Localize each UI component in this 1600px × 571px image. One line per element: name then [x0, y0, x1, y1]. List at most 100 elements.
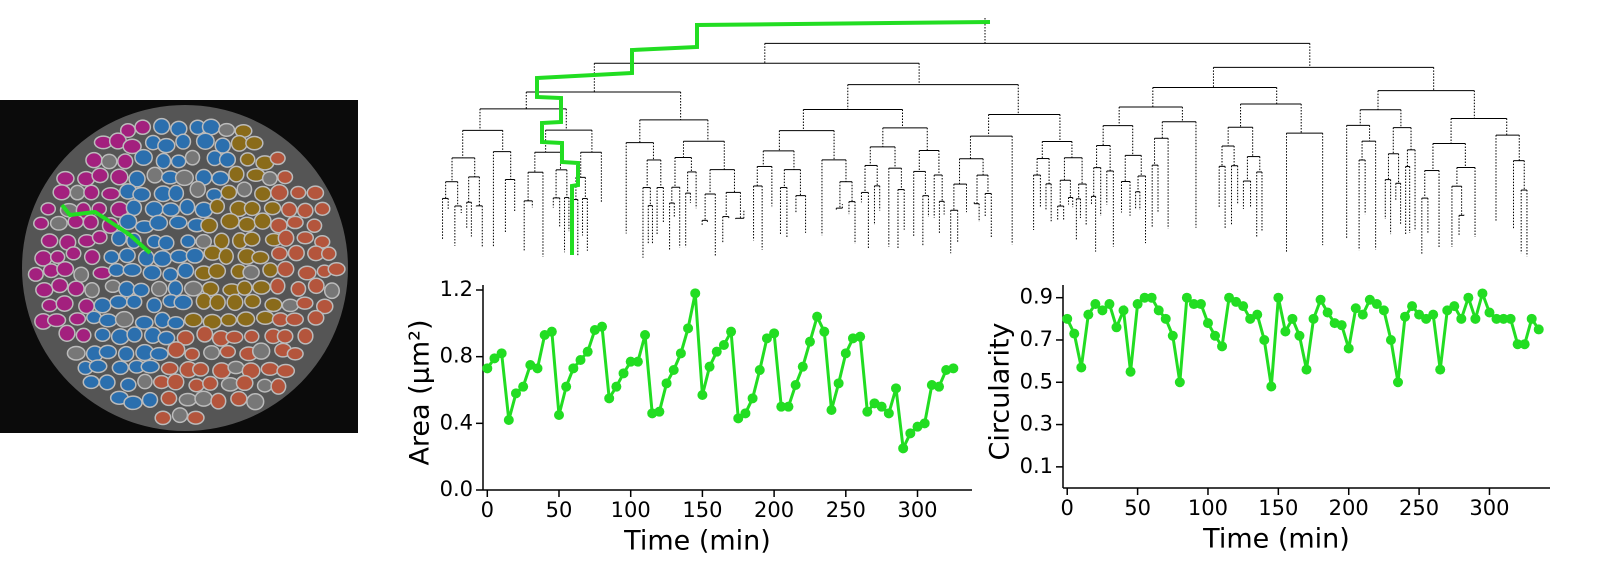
- cell: [122, 138, 142, 155]
- y-axis-label: Area (μm²): [405, 319, 436, 465]
- data-point: [754, 365, 765, 375]
- data-point: [482, 363, 493, 374]
- cell: [210, 392, 227, 410]
- data-point: [611, 381, 622, 392]
- cell: [116, 153, 134, 170]
- cell: [276, 363, 296, 378]
- cell: [277, 169, 294, 185]
- data-point: [740, 408, 751, 419]
- cell: [287, 244, 305, 262]
- cell: [88, 359, 108, 374]
- cell: [262, 262, 279, 278]
- data-point: [1132, 299, 1143, 310]
- cell: [126, 294, 143, 310]
- cell: [173, 294, 193, 311]
- data-point: [1195, 299, 1206, 310]
- cell: [154, 410, 172, 426]
- cell: [58, 324, 76, 342]
- data-point: [1519, 339, 1530, 350]
- cell: [252, 279, 271, 295]
- cell: [296, 202, 314, 219]
- cell: [100, 153, 118, 170]
- x-axis-label: Time (min): [1202, 524, 1350, 555]
- cell: [120, 377, 137, 392]
- cell: [212, 362, 232, 380]
- cell: [153, 117, 171, 135]
- data-point: [632, 356, 643, 367]
- cell: [261, 170, 278, 187]
- cell: [49, 250, 66, 265]
- data-point: [690, 288, 701, 299]
- cell: [200, 217, 219, 234]
- cell: [65, 246, 82, 261]
- cell-track: [60, 203, 152, 255]
- y-tick-label: 0.9: [1020, 285, 1053, 309]
- cell: [269, 277, 286, 295]
- data-point: [783, 401, 794, 412]
- data-point: [518, 381, 529, 392]
- cell: [168, 184, 185, 202]
- cell: [209, 293, 226, 312]
- cell: [155, 152, 172, 170]
- data-point: [1160, 313, 1171, 324]
- data-point: [1378, 305, 1389, 316]
- data-point: [948, 363, 959, 374]
- cell: [286, 215, 304, 230]
- cell: [296, 296, 314, 310]
- cell: [218, 151, 237, 168]
- data-point: [640, 330, 651, 340]
- data-point: [1104, 299, 1115, 310]
- cell: [82, 375, 100, 390]
- cell: [146, 166, 164, 184]
- cell: [83, 248, 101, 266]
- cell: [49, 215, 68, 231]
- data-point: [704, 361, 715, 372]
- data-point: [718, 340, 729, 350]
- data-point: [654, 406, 665, 417]
- data-point: [1407, 301, 1418, 312]
- data-point: [496, 348, 507, 359]
- data-point: [1491, 313, 1502, 324]
- cell: [201, 281, 220, 297]
- cell: [46, 313, 67, 328]
- data-point: [1273, 292, 1284, 303]
- x-axis-label: Time (min): [623, 526, 771, 557]
- cell: [123, 395, 143, 411]
- y-axis-label: Circularity: [985, 322, 1016, 460]
- x-tick-label: 250: [826, 498, 866, 522]
- cell: [56, 170, 75, 187]
- data-point: [747, 393, 758, 404]
- cell: [270, 246, 288, 261]
- cell: [253, 212, 272, 230]
- cell: [82, 214, 99, 231]
- data-point: [1456, 313, 1467, 324]
- cell: [132, 186, 152, 203]
- cell: [255, 310, 275, 326]
- cell: [122, 262, 142, 277]
- data-point: [1202, 318, 1213, 329]
- cell: [110, 230, 128, 247]
- data-point: [862, 406, 873, 417]
- cell: [75, 327, 92, 343]
- cell: [174, 169, 195, 187]
- cell: [149, 214, 169, 232]
- data-point: [582, 346, 593, 357]
- data-point: [905, 428, 916, 439]
- data-point: [1153, 305, 1164, 316]
- cell: [132, 282, 150, 298]
- y-tick-label: 0.1: [1020, 454, 1053, 478]
- cell: [196, 325, 214, 343]
- y-tick-label: 0.8: [440, 344, 473, 368]
- data-point: [1470, 313, 1481, 324]
- cell: [69, 184, 86, 201]
- cell: [227, 360, 245, 375]
- data-point: [489, 353, 500, 364]
- data-point: [661, 378, 672, 389]
- cell: [73, 266, 90, 283]
- data-point: [1280, 326, 1291, 337]
- x-tick-label: 50: [1124, 496, 1151, 520]
- data-point: [1210, 330, 1221, 341]
- cell: [185, 247, 205, 264]
- data-point: [898, 443, 909, 454]
- cell: [168, 215, 188, 230]
